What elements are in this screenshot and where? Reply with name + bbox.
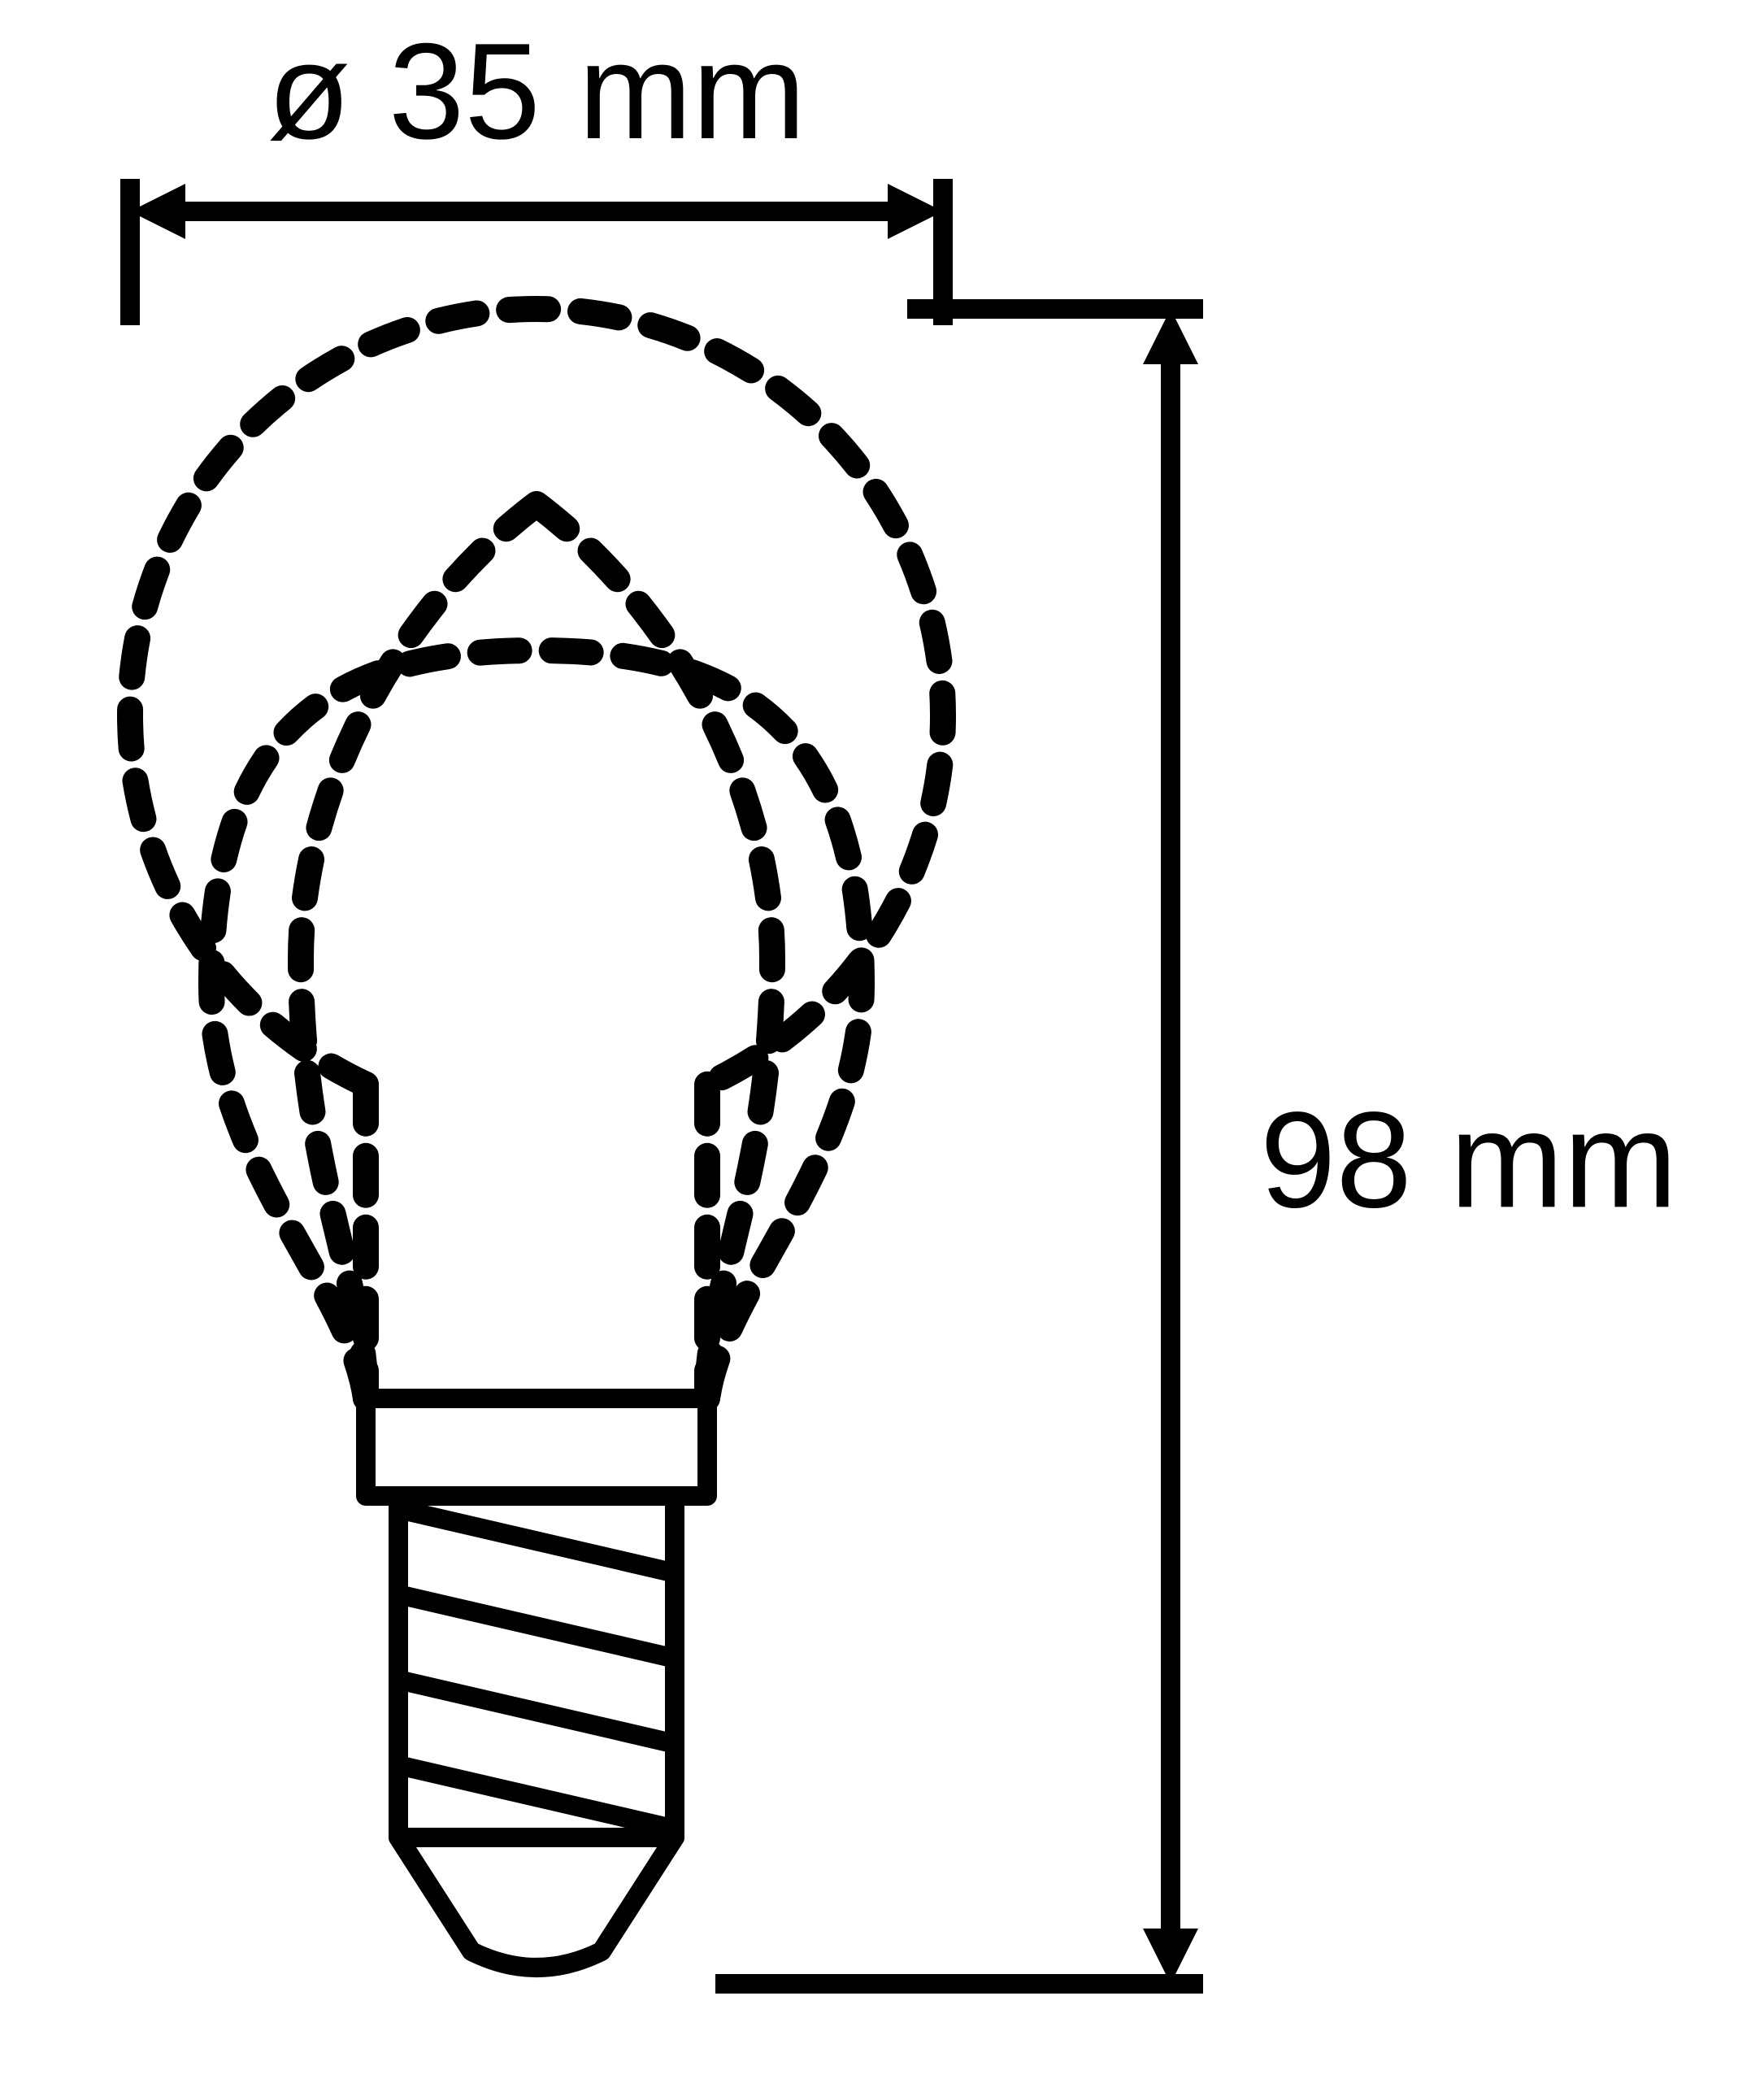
diagram-background [0, 0, 1764, 2083]
width-label: ø 35 mm [267, 15, 806, 167]
height-label: 98 mm [1260, 1083, 1677, 1236]
